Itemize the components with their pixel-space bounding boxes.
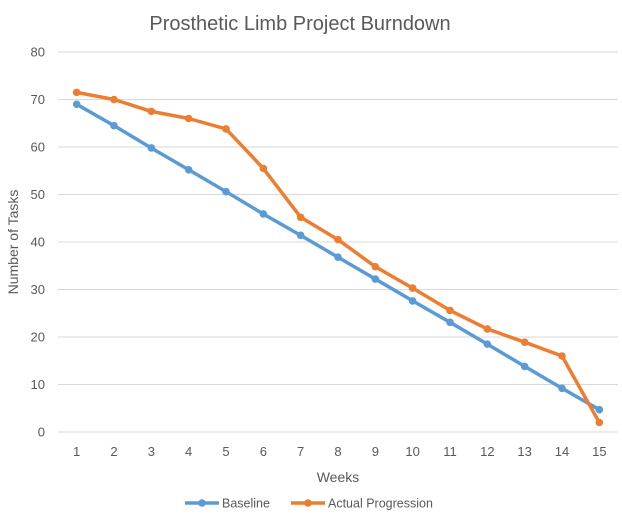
y-tick-label: 30 <box>31 282 45 297</box>
y-tick-label: 0 <box>38 425 45 440</box>
data-point <box>595 405 604 414</box>
series-baseline <box>72 100 604 414</box>
legend-label: Actual Progression <box>328 497 433 511</box>
x-tick-label: 7 <box>297 444 304 459</box>
data-point <box>520 362 529 371</box>
data-point <box>408 284 417 292</box>
x-tick-label: 14 <box>555 444 569 459</box>
x-tick-label: 6 <box>260 444 267 459</box>
data-point <box>184 166 193 174</box>
data-point <box>595 418 604 427</box>
data-point <box>147 107 156 116</box>
legend-marker <box>198 499 206 507</box>
y-tick-label: 80 <box>31 45 45 60</box>
chart-title: Prosthetic Limb Project Burndown <box>149 13 450 35</box>
x-tick-label: 8 <box>334 444 341 459</box>
y-tick-label: 20 <box>31 330 45 345</box>
x-tick-label: 1 <box>73 444 80 459</box>
data-point <box>483 325 492 333</box>
data-point <box>110 95 118 104</box>
legend-item: Baseline <box>185 497 270 511</box>
x-tick-label: 3 <box>148 444 155 459</box>
data-point <box>222 125 230 133</box>
data-point <box>72 88 81 97</box>
legend-label: Baseline <box>222 497 270 511</box>
legend-marker <box>304 499 312 507</box>
data-point <box>520 338 529 347</box>
data-point <box>72 100 81 109</box>
data-point <box>446 318 454 327</box>
x-tick-label: 10 <box>405 444 419 459</box>
x-tick-label: 15 <box>592 444 606 459</box>
x-tick-label: 12 <box>480 444 494 459</box>
data-point <box>296 231 305 240</box>
data-point <box>259 210 268 218</box>
y-axis-ticks: 0 10 20 30 40 50 60 70 80 <box>31 45 45 440</box>
data-point <box>222 187 230 196</box>
x-tick-label: 11 <box>443 444 457 459</box>
x-tick-label: 9 <box>372 444 379 459</box>
data-point <box>558 352 566 360</box>
series-layer <box>72 88 604 427</box>
data-point <box>184 114 193 123</box>
data-point <box>110 121 118 130</box>
y-tick-label: 70 <box>31 92 45 107</box>
data-point <box>296 213 305 222</box>
x-tick-label: 13 <box>517 444 531 459</box>
y-axis-label: Number of Tasks <box>5 190 21 295</box>
x-tick-label: 4 <box>185 444 192 459</box>
legend-item: Actual Progression <box>291 497 433 511</box>
data-point <box>334 235 342 244</box>
data-point <box>483 340 492 348</box>
series-actual-progression <box>72 88 604 427</box>
data-point <box>147 144 156 152</box>
data-point <box>259 164 268 173</box>
y-tick-label: 50 <box>31 187 45 202</box>
data-point <box>408 297 417 305</box>
data-point <box>558 384 566 393</box>
y-tick-label: 40 <box>31 235 45 250</box>
x-axis-ticks: 1 2 3 4 5 6 7 8 9 10 11 12 13 14 15 <box>73 444 607 459</box>
x-tick-label: 5 <box>222 444 229 459</box>
y-tick-label: 60 <box>31 140 45 155</box>
y-tick-label: 10 <box>31 377 45 392</box>
data-point <box>334 253 342 261</box>
data-point <box>371 262 380 271</box>
legend: Baseline Actual Progression <box>185 497 433 511</box>
x-tick-label: 2 <box>110 444 117 459</box>
data-point <box>446 306 454 315</box>
x-axis-label: Weeks <box>317 469 360 485</box>
data-point <box>371 275 380 283</box>
